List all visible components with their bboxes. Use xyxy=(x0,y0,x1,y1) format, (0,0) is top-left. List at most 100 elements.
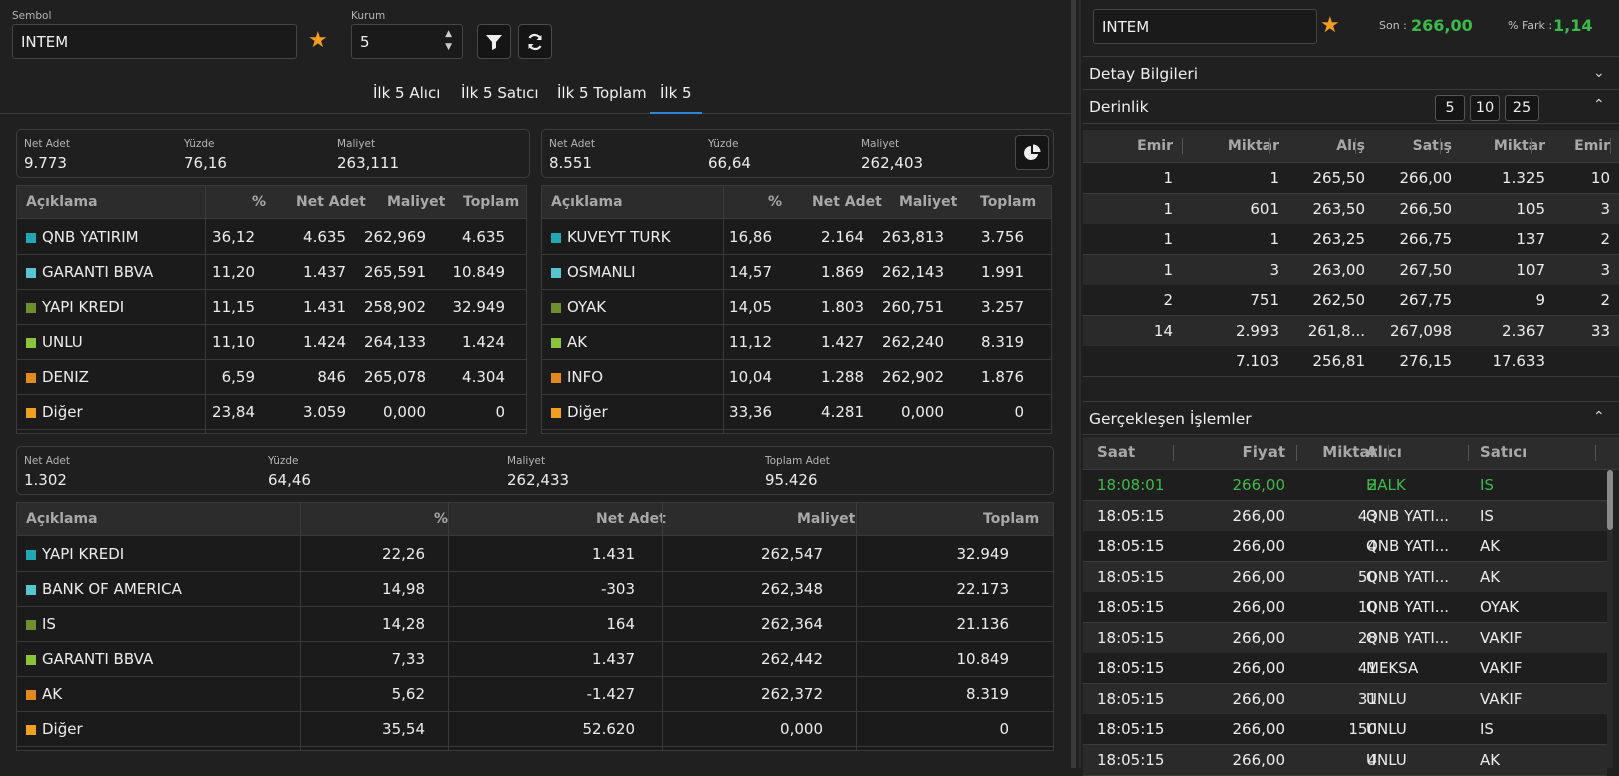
depth-row[interactable]: 1 1 265,50 266,00 1.325 10 xyxy=(1083,163,1619,194)
splitter[interactable] xyxy=(1071,0,1076,768)
col-toplam: Toplam xyxy=(463,194,520,210)
table-row[interactable]: DENIZ 6,59 846 265,078 4.304 xyxy=(17,360,526,395)
trades-header[interactable]: Gerçekleşen İşlemler ⌃ xyxy=(1083,401,1619,435)
row-name: GARANTI BBVA xyxy=(42,650,154,668)
depth-row[interactable]: 1 601 263,50 266,50 105 3 xyxy=(1083,193,1619,225)
favorite-star-icon[interactable]: ★ xyxy=(1320,13,1340,38)
row-pct: 23,84 xyxy=(212,403,255,421)
row-name: QNB YATIRIM xyxy=(42,228,139,246)
table-row[interactable]: AK 11,12 1.427 262,240 8.319 xyxy=(542,325,1051,360)
row-maliyet: 262,240 xyxy=(881,333,944,351)
row-toplam: 3.257 xyxy=(981,298,1024,316)
depth-5-button[interactable]: 5 xyxy=(1435,95,1465,121)
depth-cell-emir: 2 xyxy=(1600,230,1610,248)
toplam-adet-label: Toplam Adet xyxy=(765,455,830,467)
tab-ilk5-toplam[interactable]: İlk 5 Toplam xyxy=(557,84,647,102)
table-row[interactable]: YAPI KREDI 22,26 1.431 262,547 32.949 xyxy=(17,537,1053,572)
table-row[interactable]: AK 5,62 -1.427 262,372 8.319 xyxy=(17,677,1053,712)
fark-label: % Fark : xyxy=(1508,19,1553,32)
table-row[interactable]: Diğer 23,84 3.059 0,000 0 xyxy=(17,395,526,430)
depth-cell-miktar: 105 xyxy=(1516,199,1545,218)
right-symbol-input[interactable]: INTEM xyxy=(1093,9,1317,44)
trade-row[interactable]: 18:05:15 266,00 150 UNLU IS xyxy=(1083,714,1607,745)
table-header: Açıklama % Net Adet Maliyet Toplam xyxy=(17,503,1053,536)
depth-row[interactable]: 2 751 262,50 267,75 9 2 xyxy=(1083,285,1619,316)
table-row[interactable]: Diğer 33,36 4.281 0,000 0 xyxy=(542,395,1051,430)
depth-row[interactable]: 1 1 263,25 266,75 137 2 xyxy=(1083,224,1619,255)
trade-row[interactable]: 18:05:15 266,00 43 QNB YATI... IS xyxy=(1083,500,1607,532)
table-row[interactable]: OSMANLI 14,57 1.869 262,143 1.991 xyxy=(542,255,1051,290)
legend-color-swatch xyxy=(26,585,36,595)
chevron-down-icon[interactable]: ⌄ xyxy=(1593,65,1605,81)
derinlik-title: Derinlik xyxy=(1089,98,1149,116)
trade-row[interactable]: 18:05:15 266,00 4 UNLU AK xyxy=(1083,744,1607,776)
row-toplam: 3.756 xyxy=(981,228,1024,246)
depth-cell-satis: 266,00 xyxy=(1399,169,1453,187)
trade-row[interactable]: 18:08:01 266,00 2 HALK IS xyxy=(1083,470,1607,501)
trade-row[interactable]: 18:05:15 266,00 50 QNB YATI... AK xyxy=(1083,561,1607,593)
depth-cell-satis: 266,50 xyxy=(1399,199,1453,218)
col-fiyat: Fiyat xyxy=(1242,443,1285,461)
table-row[interactable]: UNLU 11,10 1.424 264,133 1.424 xyxy=(17,325,526,360)
row-name: AK xyxy=(42,685,63,703)
favorite-star-icon[interactable]: ★ xyxy=(308,28,328,53)
stepper-arrows-icon[interactable]: ▲ ▼ xyxy=(445,29,452,52)
table-row[interactable]: GARANTI BBVA 7,33 1.437 262,442 10.849 xyxy=(17,642,1053,677)
trade-cell-alici: QNB YATI... xyxy=(1366,628,1450,647)
row-name: Diğer xyxy=(567,403,608,421)
depth-row[interactable]: 1 3 263,00 267,50 107 3 xyxy=(1083,254,1619,286)
row-name: INFO xyxy=(567,368,604,386)
table-row[interactable]: GARANTI BBVA 11,20 1.437 265,591 10.849 xyxy=(17,255,526,290)
trade-row[interactable]: 18:05:15 266,00 10 QNB YATI... OYAK xyxy=(1083,592,1607,623)
table-row[interactable]: YAPI KREDI 11,15 1.431 258,902 32.949 xyxy=(17,290,526,325)
depth-cell-miktar: 137 xyxy=(1516,230,1545,248)
row-maliyet: 262,969 xyxy=(363,228,426,246)
depth-cell-alis: 261,8... xyxy=(1307,321,1365,340)
trade-row[interactable]: 18:05:15 266,00 28 QNB YATI... VAKIF xyxy=(1083,622,1607,654)
trades-scrollbar[interactable] xyxy=(1607,470,1613,768)
detay-header[interactable]: Detay Bilgileri ⌄ xyxy=(1083,56,1619,90)
chevron-up-icon[interactable]: ⌃ xyxy=(1593,409,1605,425)
trade-cell-satici: VAKIF xyxy=(1480,659,1523,677)
depth-cell-miktar: 7.103 xyxy=(1236,352,1279,370)
refresh-button[interactable] xyxy=(518,24,552,59)
fark-value: 1,14 xyxy=(1553,16,1593,35)
table-row[interactable]: BANK OF AMERICA 14,98 -303 262,348 22.173 xyxy=(17,572,1053,607)
chevron-up-icon[interactable]: ⌃ xyxy=(1593,97,1605,113)
depth-25-button[interactable]: 25 xyxy=(1505,95,1539,121)
table-row[interactable]: INFO 10,04 1.288 262,902 1.876 xyxy=(542,360,1051,395)
tab-ilk5-satici[interactable]: İlk 5 Satıcı xyxy=(461,84,539,102)
row-net-adet: 2.164 xyxy=(821,228,864,246)
trade-row[interactable]: 18:05:15 266,00 41 MEKSA VAKIF xyxy=(1083,653,1607,684)
depth-row[interactable]: 7.103 256,81 276,15 17.633 xyxy=(1083,346,1619,377)
trade-cell-saat: 18:05:15 xyxy=(1097,598,1165,616)
col-miktar: Miktar xyxy=(1227,138,1279,154)
table-row[interactable]: KUVEYT TURK 16,86 2.164 263,813 3.756 xyxy=(542,220,1051,255)
depth-10-button[interactable]: 10 xyxy=(1470,95,1500,121)
depth-row[interactable]: 14 2.993 261,8... 267,098 2.367 33 xyxy=(1083,315,1619,347)
row-toplam: 4.304 xyxy=(462,368,505,386)
row-pct: 10,04 xyxy=(729,368,772,386)
table-row[interactable]: QNB YATIRIM 36,12 4.635 262,969 4.635 xyxy=(17,220,526,255)
trade-cell-alici: UNLU xyxy=(1366,750,1407,769)
trade-cell-satici: AK xyxy=(1480,537,1501,555)
depth-cell-miktar: 107 xyxy=(1516,260,1545,279)
tab-ilk5-alici[interactable]: İlk 5 Alıcı xyxy=(373,84,441,102)
row-name: Diğer xyxy=(42,720,83,738)
table-row[interactable]: OYAK 14,05 1.803 260,751 3.257 xyxy=(542,290,1051,325)
tab-ilk5[interactable]: İlk 5 xyxy=(650,84,702,114)
filter-button[interactable] xyxy=(477,24,511,59)
depth-cell-miktar: 1 xyxy=(1269,230,1279,248)
table-row[interactable]: IS 14,28 164 262,364 21.136 xyxy=(17,607,1053,642)
scrollbar-thumb[interactable] xyxy=(1607,470,1613,530)
trade-row[interactable]: 18:05:15 266,00 31 UNLU VAKIF xyxy=(1083,683,1607,715)
row-maliyet: 262,348 xyxy=(760,580,823,598)
trade-row[interactable]: 18:05:15 266,00 4 QNB YATI... AK xyxy=(1083,531,1607,562)
table-row[interactable]: Diğer 35,54 52.620 0,000 0 xyxy=(17,712,1053,747)
trade-cell-saat: 18:05:15 xyxy=(1097,689,1165,708)
pie-chart-button[interactable] xyxy=(1015,135,1049,170)
kurum-input[interactable]: 5 ▲ ▼ xyxy=(351,24,463,59)
symbol-input[interactable]: INTEM xyxy=(12,24,297,59)
row-net-adet: 1.869 xyxy=(821,263,864,281)
trade-cell-miktar: 31 xyxy=(1357,689,1377,708)
